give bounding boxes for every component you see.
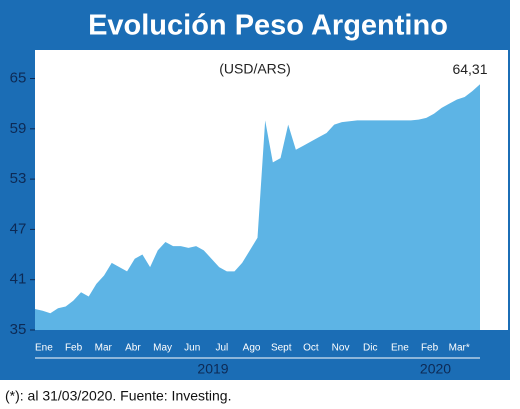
x-tick-label: Abr: [125, 343, 141, 354]
x-tick-label: Jun: [184, 343, 200, 354]
y-tick-label: 35: [10, 321, 27, 338]
x-tick-label: Feb: [65, 343, 83, 354]
x-tick-label: May: [153, 343, 172, 354]
value-label: 64,31: [452, 61, 487, 77]
x-tick-label: Feb: [421, 343, 439, 354]
y-tick-label: 65: [10, 69, 27, 86]
x-tick-label: Nov: [332, 343, 350, 354]
x-tick-label: Ene: [391, 343, 409, 354]
x-tick-label: Dic: [363, 343, 377, 354]
year-label: 2019: [197, 361, 228, 377]
x-tick-label: Sept: [271, 343, 292, 354]
x-tick-label: Ago: [243, 343, 261, 354]
chart-subtitle: (USD/ARS): [219, 61, 291, 77]
year-label: 2020: [420, 361, 451, 377]
x-tick-label: Oct: [303, 343, 319, 354]
x-tick-label: Mar*: [449, 343, 470, 354]
x-tick-label: Jul: [216, 343, 229, 354]
y-tick-label: 41: [10, 271, 27, 288]
footnote: (*): al 31/03/2020. Fuente: Investing.: [5, 388, 231, 404]
chart-title: Evolución Peso Argentino: [88, 10, 448, 42]
y-tick-label: 47: [10, 220, 27, 237]
x-tick-label: Ene: [35, 343, 53, 354]
y-tick-label: 53: [10, 170, 27, 187]
area: [35, 84, 480, 331]
x-tick-label: Mar: [95, 343, 113, 354]
y-tick-label: 59: [10, 120, 27, 137]
